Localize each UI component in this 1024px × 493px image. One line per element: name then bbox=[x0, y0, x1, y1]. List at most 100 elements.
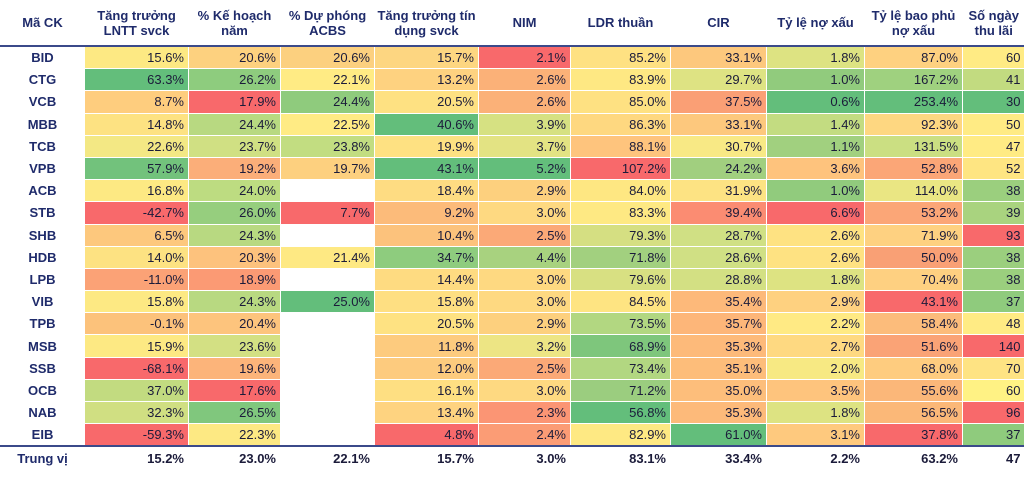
metric-cell: 37.0% bbox=[84, 379, 189, 402]
metric-cell: 7.7% bbox=[280, 201, 375, 224]
metric-cell: 39.4% bbox=[670, 201, 767, 224]
metric-cell: 2.6% bbox=[766, 224, 865, 247]
metric-cell: 18.9% bbox=[188, 268, 281, 291]
metric-cell: 86.3% bbox=[570, 113, 671, 136]
column-header: % Dự phóng ACBS bbox=[280, 0, 375, 47]
metric-cell: 2.5% bbox=[478, 224, 571, 247]
metric-cell: 24.0% bbox=[188, 179, 281, 202]
metric-cell: 1.8% bbox=[766, 401, 865, 424]
metric-cell: 3.5% bbox=[766, 379, 865, 402]
metric-cell: 53.2% bbox=[864, 201, 963, 224]
metric-cell: 16.8% bbox=[84, 179, 189, 202]
table-row: EIB -59.3% 22.3% 4.8% 2.4% 82.9% 61.0% 3.1% 37.8… bbox=[0, 423, 1024, 447]
metric-cell: 2.1% bbox=[478, 46, 571, 69]
metric-cell: 6.5% bbox=[84, 224, 189, 247]
metric-cell: 167.2% bbox=[864, 68, 963, 91]
metric-cell: 17.6% bbox=[188, 379, 281, 402]
metric-cell: 2.4% bbox=[478, 423, 571, 447]
metric-cell: -11.0% bbox=[84, 268, 189, 291]
metric-cell: 14.8% bbox=[84, 113, 189, 136]
table-row: VPB 57.9% 19.2% 19.7% 43.1% 5.2% 107.2% 24.2% 3.… bbox=[0, 157, 1024, 180]
metric-cell: 35.3% bbox=[670, 401, 767, 424]
metric-cell: 33.1% bbox=[670, 46, 767, 69]
metric-cell: 63.3% bbox=[84, 68, 189, 91]
metric-cell: 8.7% bbox=[84, 90, 189, 114]
metric-cell: 35.1% bbox=[670, 357, 767, 380]
metric-cell: 28.7% bbox=[670, 224, 767, 247]
ticker-cell: VIB bbox=[0, 290, 85, 313]
bank-metrics-table: Mã CK Tăng trưởng LNTT svck% Kế hoạch năm… bbox=[0, 0, 1024, 470]
metric-cell: 71.2% bbox=[570, 379, 671, 402]
table-body: BID 15.6% 20.6% 20.6% 15.7% 2.1% 85.2% 33.1% 1.8… bbox=[0, 46, 1024, 470]
metric-cell: 14.0% bbox=[84, 246, 189, 269]
metric-cell: 22.5% bbox=[280, 113, 375, 136]
metric-cell: 20.4% bbox=[188, 312, 281, 335]
metric-cell: 15.7% bbox=[374, 46, 479, 69]
metric-cell: 73.5% bbox=[570, 312, 671, 335]
metric-cell: -42.7% bbox=[84, 201, 189, 224]
metric-cell: 13.4% bbox=[374, 401, 479, 424]
metric-cell: 57.9% bbox=[84, 157, 189, 180]
metric-cell: 2.2% bbox=[766, 312, 865, 335]
median-cell: 15.7% bbox=[374, 445, 479, 470]
metric-cell: 37 bbox=[962, 423, 1024, 447]
metric-cell: 84.5% bbox=[570, 290, 671, 313]
metric-cell: 79.3% bbox=[570, 224, 671, 247]
metric-cell: 1.4% bbox=[766, 113, 865, 136]
metric-cell: 3.6% bbox=[766, 157, 865, 180]
metric-cell: 96 bbox=[962, 401, 1024, 424]
metric-cell: 85.0% bbox=[570, 90, 671, 114]
metric-cell: 28.6% bbox=[670, 246, 767, 269]
metric-cell: 56.5% bbox=[864, 401, 963, 424]
metric-cell: 1.1% bbox=[766, 135, 865, 158]
metric-cell: 24.2% bbox=[670, 157, 767, 180]
metric-cell: -0.1% bbox=[84, 312, 189, 335]
metric-cell: 70.4% bbox=[864, 268, 963, 291]
table-row: VIB 15.8% 24.3% 25.0% 15.8% 3.0% 84.5% 35.4% 2.9… bbox=[0, 290, 1024, 313]
ticker-cell: BID bbox=[0, 46, 85, 69]
metric-cell: 253.4% bbox=[864, 90, 963, 114]
metric-cell: 24.3% bbox=[188, 224, 281, 247]
column-header: LDR thuần bbox=[570, 0, 671, 47]
metric-cell: 60 bbox=[962, 379, 1024, 402]
metric-cell: 88.1% bbox=[570, 135, 671, 158]
metric-cell bbox=[280, 423, 375, 447]
metric-cell: 83.3% bbox=[570, 201, 671, 224]
metric-cell: 26.0% bbox=[188, 201, 281, 224]
metric-cell: 73.4% bbox=[570, 357, 671, 380]
metric-cell bbox=[280, 224, 375, 247]
metric-cell: 35.0% bbox=[670, 379, 767, 402]
metric-cell: 38 bbox=[962, 179, 1024, 202]
median-cell: 83.1% bbox=[570, 445, 671, 470]
metric-cell: 35.4% bbox=[670, 290, 767, 313]
table-row: NAB 32.3% 26.5% 13.4% 2.3% 56.8% 35.3% 1.8% 56.5… bbox=[0, 401, 1024, 424]
metric-cell: 1.0% bbox=[766, 68, 865, 91]
median-cell: 2.2% bbox=[766, 445, 865, 470]
metric-cell: 31.9% bbox=[670, 179, 767, 202]
metric-cell: 2.5% bbox=[478, 357, 571, 380]
ticker-cell: TPB bbox=[0, 312, 85, 335]
metric-cell: 47 bbox=[962, 135, 1024, 158]
metric-cell: 68.0% bbox=[864, 357, 963, 380]
metric-cell: 15.6% bbox=[84, 46, 189, 69]
metric-cell: 39 bbox=[962, 201, 1024, 224]
median-cell: 22.1% bbox=[280, 445, 375, 470]
metric-cell: 20.6% bbox=[280, 46, 375, 69]
metric-cell: 3.0% bbox=[478, 290, 571, 313]
median-cell: 15.2% bbox=[84, 445, 189, 470]
metric-cell: 85.2% bbox=[570, 46, 671, 69]
metric-cell: 140 bbox=[962, 334, 1024, 358]
metric-cell: 18.4% bbox=[374, 179, 479, 202]
column-header: CIR bbox=[670, 0, 767, 47]
metric-cell: 15.8% bbox=[84, 290, 189, 313]
metric-cell: 50.0% bbox=[864, 246, 963, 269]
metric-cell: 83.9% bbox=[570, 68, 671, 91]
metric-cell: 26.2% bbox=[188, 68, 281, 91]
metric-cell: 3.2% bbox=[478, 334, 571, 358]
table-row: OCB 37.0% 17.6% 16.1% 3.0% 71.2% 35.0% 3.5% 55.6… bbox=[0, 379, 1024, 402]
metric-cell: 15.9% bbox=[84, 334, 189, 358]
table-row: SSB -68.1% 19.6% 12.0% 2.5% 73.4% 35.1% 2.0% 68.… bbox=[0, 357, 1024, 380]
median-cell: 33.4% bbox=[670, 445, 767, 470]
metric-cell: 82.9% bbox=[570, 423, 671, 447]
metric-cell: 43.1% bbox=[374, 157, 479, 180]
